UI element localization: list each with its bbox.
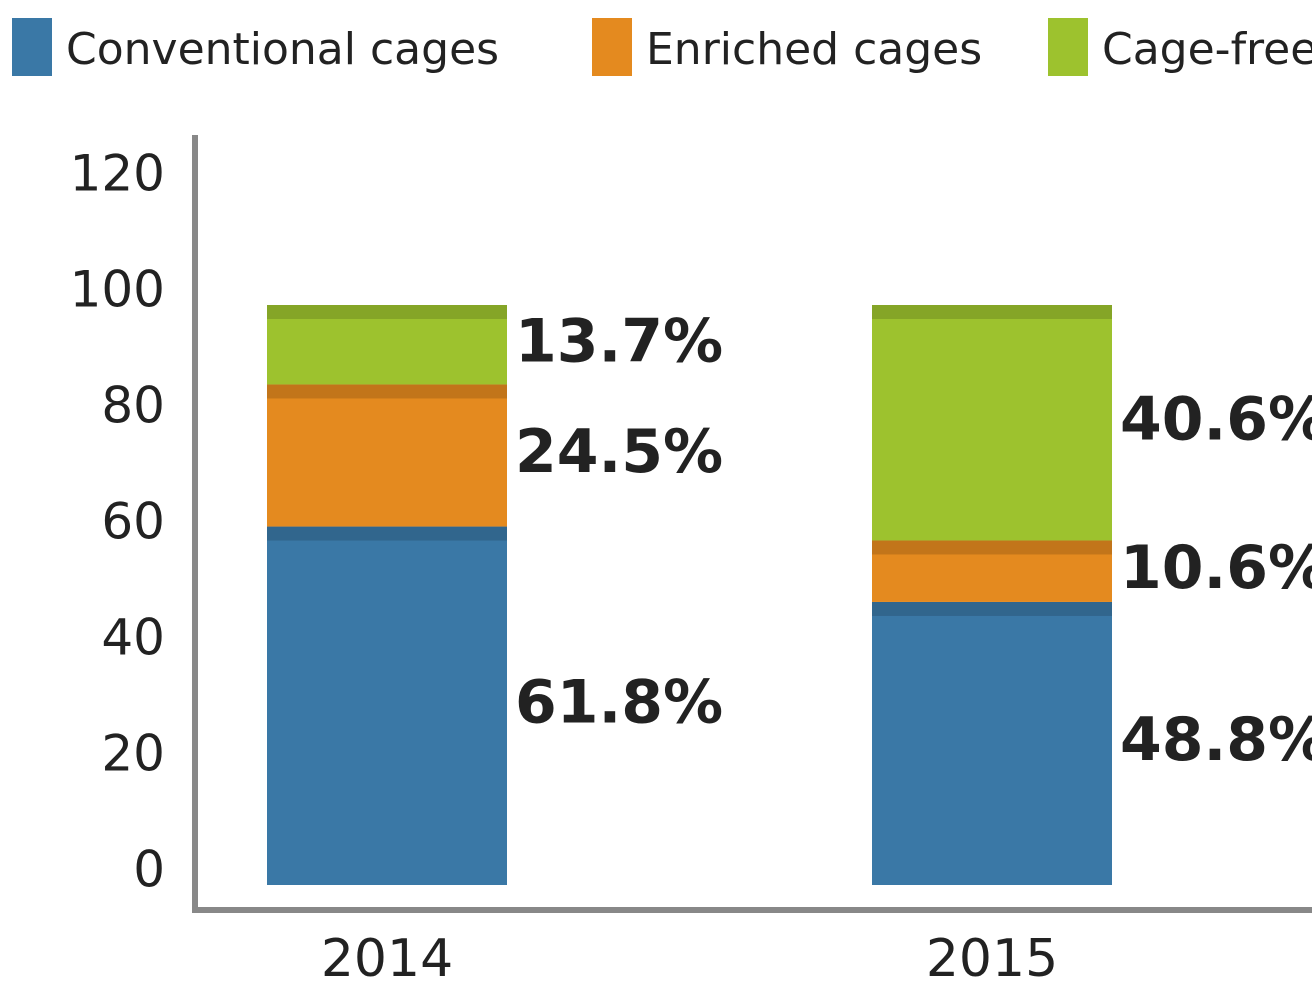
bar-segment bbox=[872, 540, 1112, 602]
x-tick-label: 2015 bbox=[926, 929, 1058, 989]
legend-label: Conventional cages bbox=[66, 24, 499, 75]
segment-edge bbox=[872, 601, 1112, 616]
segment-edge bbox=[267, 305, 507, 319]
segment-edge bbox=[267, 384, 507, 399]
segment-edge bbox=[872, 540, 1112, 555]
y-tick-label: 80 bbox=[101, 377, 165, 435]
segment-edge bbox=[267, 526, 507, 541]
y-tick-label: 40 bbox=[101, 609, 165, 667]
bar-segment bbox=[267, 526, 507, 885]
data-label: 24.5% bbox=[515, 417, 723, 487]
y-tick-label: 60 bbox=[101, 493, 165, 551]
segment-edge bbox=[872, 305, 1112, 319]
y-tick-label: 0 bbox=[133, 841, 165, 899]
x-tick-label: 2014 bbox=[321, 929, 453, 989]
bar-segment bbox=[872, 305, 1112, 541]
legend-swatch bbox=[1048, 18, 1088, 76]
y-tick-label: 20 bbox=[101, 725, 165, 783]
legend-swatch bbox=[592, 18, 632, 76]
data-label: 13.7% bbox=[515, 306, 723, 376]
y-tick-label: 120 bbox=[70, 145, 165, 203]
legend-swatch bbox=[12, 18, 52, 76]
bar-segment bbox=[267, 384, 507, 527]
bar-segment bbox=[872, 601, 1112, 885]
y-tick-label: 100 bbox=[70, 261, 165, 319]
data-label: 61.8% bbox=[515, 667, 723, 737]
legend-label: Enriched cages bbox=[646, 24, 982, 75]
data-label: 48.8% bbox=[1120, 705, 1312, 775]
bar-segment bbox=[267, 305, 507, 385]
data-label: 40.6% bbox=[1120, 384, 1312, 454]
legend-label: Cage-free bbox=[1102, 24, 1312, 75]
data-label: 10.6% bbox=[1120, 533, 1312, 603]
